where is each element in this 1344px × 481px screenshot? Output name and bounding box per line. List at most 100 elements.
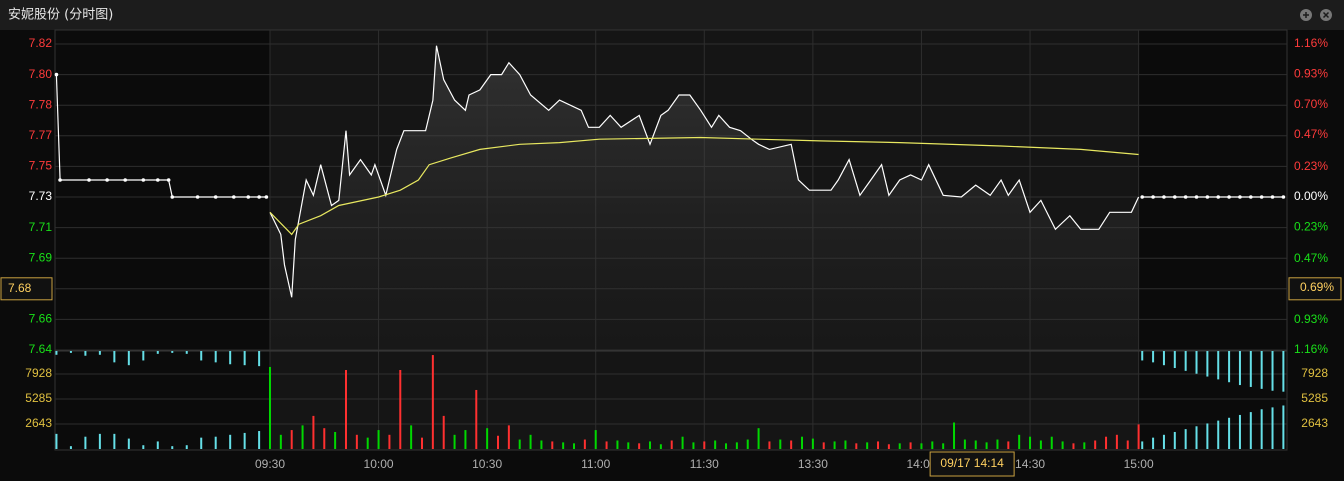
price-dot (1281, 195, 1286, 199)
volume-bar (638, 443, 641, 449)
x-tick-label: 15:00 (1124, 457, 1154, 471)
volume-bar (887, 444, 890, 449)
volume-bar (605, 441, 608, 449)
volume-bar (142, 351, 145, 361)
volume-bar (1152, 437, 1155, 449)
header-icons[interactable] (1300, 9, 1332, 21)
volume-bar (1162, 351, 1165, 366)
x-tick-label: 11:00 (581, 457, 610, 471)
y2-tick-label: 0.93% (1294, 312, 1328, 326)
y-tick-label: 7.68 (8, 281, 32, 295)
price-dot (1249, 195, 1253, 199)
price-line (269, 45, 1140, 298)
volume-bar (268, 366, 271, 449)
volume-bar (279, 434, 282, 449)
volume-bar (1137, 424, 1140, 449)
price-dot (141, 178, 146, 182)
price-dot (195, 195, 200, 199)
price-dot (1140, 195, 1145, 199)
volume-bar (442, 415, 445, 449)
volume-bar (790, 440, 793, 449)
volume-bar (833, 441, 836, 449)
volume-bar (1152, 351, 1155, 363)
volume-bar (714, 440, 717, 449)
volume-bar (768, 441, 771, 449)
price-dot (257, 195, 261, 199)
chart-title: 安妮股份 (分时图) (8, 8, 113, 23)
price-dot (155, 178, 160, 182)
volume-bar (496, 435, 499, 449)
volume-bar (551, 441, 554, 449)
price-area (269, 45, 1139, 350)
volume-bar (290, 430, 293, 449)
volume-bar (475, 389, 478, 449)
volume-bar (98, 433, 101, 449)
volume-bar (171, 446, 174, 449)
volume-bar (866, 442, 869, 449)
volume-bar (142, 445, 145, 449)
y-tick-label: 7.66 (29, 312, 53, 326)
volume-bar (746, 439, 749, 449)
volume-bar (573, 443, 576, 449)
volume-bar (113, 433, 116, 449)
volume-bar (1282, 405, 1285, 449)
y2-tick-label: 1.16% (1294, 36, 1328, 50)
volume-bar (1206, 351, 1209, 377)
volume-bar (649, 441, 652, 449)
volume-bar (200, 437, 203, 449)
volume-bar (258, 431, 261, 449)
y-tick-label: 7.69 (29, 250, 53, 264)
y-tick-label: 7.64 (29, 342, 53, 356)
volume-bar (301, 425, 304, 449)
volume-bar (1029, 436, 1032, 449)
volume-bar (1260, 351, 1263, 389)
volume-bar (1271, 407, 1274, 449)
volume-bar (69, 446, 72, 449)
price-dot (58, 178, 62, 182)
volume-bar (779, 439, 782, 449)
price-dot (1194, 195, 1199, 199)
volume-bar (84, 436, 87, 449)
price-dot (246, 195, 251, 199)
volume-bar (1238, 351, 1241, 386)
volume-bar (1184, 429, 1187, 449)
volume-bar (996, 439, 999, 449)
volume-bar (963, 439, 966, 449)
y2-tick-label: 1.16% (1294, 342, 1328, 356)
y-tick-label: 7928 (25, 366, 52, 380)
y-tick-label: 7.71 (29, 220, 53, 234)
volume-bar (518, 439, 521, 449)
volume-bar (171, 351, 174, 353)
volume-bar (98, 351, 101, 355)
volume-bar (1249, 351, 1252, 387)
volume-bar (1105, 436, 1108, 449)
volume-bar (1195, 426, 1198, 449)
volume-bar (464, 430, 467, 449)
volume-bar (127, 351, 130, 366)
volume-bar (377, 430, 380, 449)
volume-bar (801, 436, 804, 449)
price-dot (1227, 195, 1231, 199)
volume-bar (200, 351, 203, 361)
volume-bar (1162, 434, 1165, 449)
volume-bar (229, 351, 232, 365)
volume-bar (1126, 440, 1129, 449)
price-dot (166, 178, 171, 182)
volume-bar (55, 351, 58, 355)
volume-bar (243, 351, 246, 366)
x-tick-label: 10:30 (472, 457, 502, 471)
price-dot (123, 178, 128, 182)
volume-bar (627, 442, 630, 449)
volume-bar (243, 432, 246, 449)
volume-bar (985, 442, 988, 449)
cursor-percent-box (1288, 277, 1342, 301)
volume-bar (366, 437, 369, 449)
volume-bar (540, 440, 543, 449)
y2-tick-label: 0.23% (1294, 220, 1328, 234)
volume-bar (334, 431, 337, 449)
volume-bar (1141, 441, 1144, 449)
x-tick-label: 14:30 (1015, 457, 1045, 471)
y-tick-label: 7.75 (29, 159, 53, 173)
volume-bar (822, 442, 825, 449)
